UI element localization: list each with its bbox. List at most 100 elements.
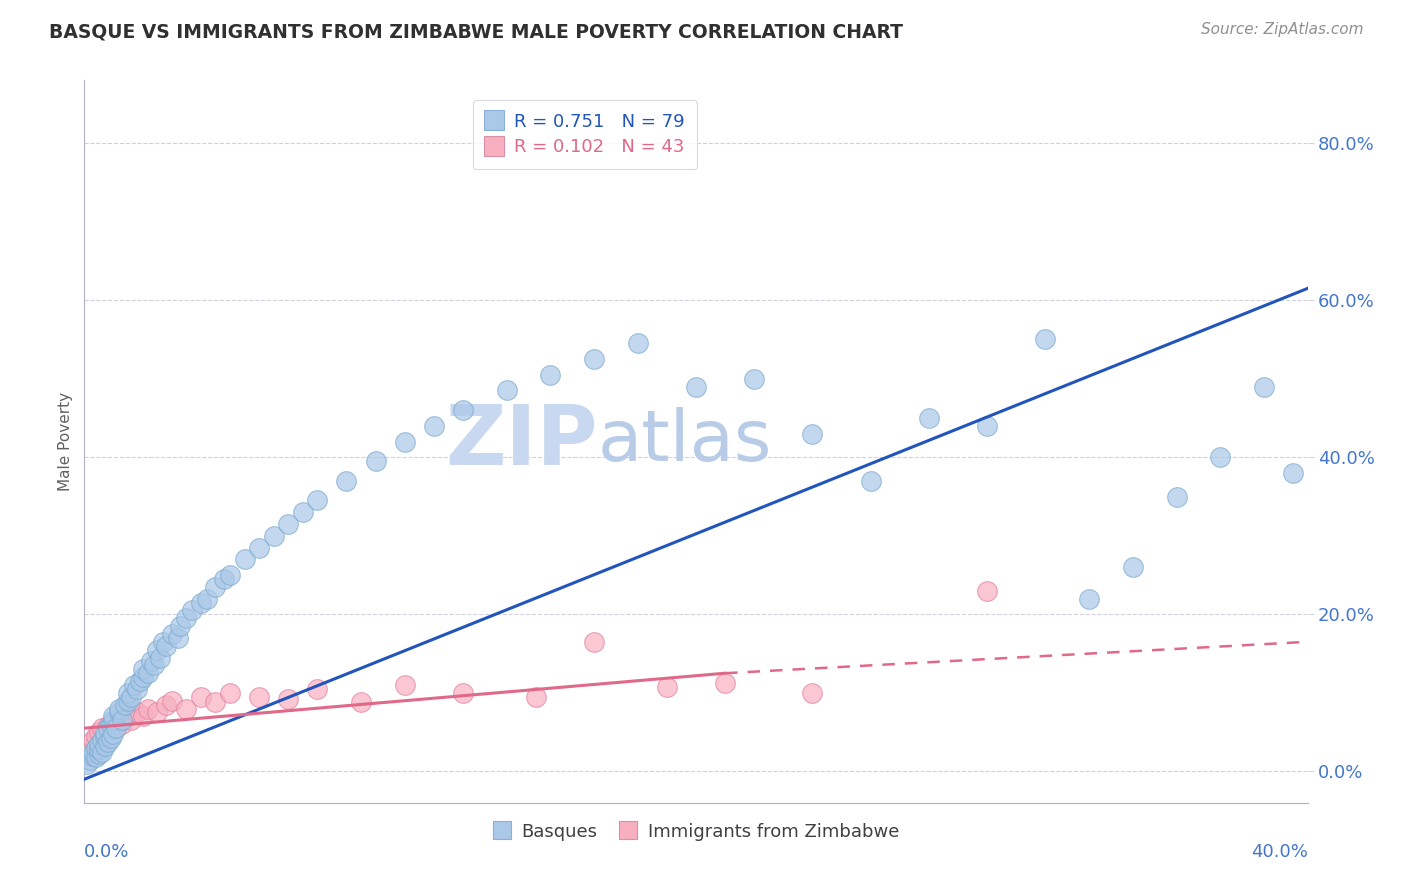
Point [524,690,547,704]
Text: ZIP: ZIP [446,401,598,482]
Point [155,698,177,712]
Point [117,686,139,700]
Point [1166,490,1188,504]
Point [146,706,169,720]
Point [97,734,120,748]
Point [190,690,212,704]
Text: 40.0%: 40.0% [1251,843,1308,861]
Point [1253,379,1275,393]
Point [79,753,101,767]
Point [97,721,120,735]
Point [627,336,650,351]
Point [111,714,134,728]
Point [103,709,125,723]
Text: Source: ZipAtlas.com: Source: ZipAtlas.com [1201,22,1364,37]
Point [152,635,174,649]
Y-axis label: Male Poverty: Male Poverty [58,392,73,491]
Point [204,695,226,709]
Point [976,418,998,433]
Point [169,619,191,633]
Point [100,723,122,738]
Point [128,674,150,689]
Point [364,454,387,468]
Point [174,701,197,715]
Point [495,384,517,398]
Point [219,568,242,582]
Point [394,678,416,692]
Point [117,709,139,723]
Point [1209,450,1232,465]
Text: atlas: atlas [598,407,772,476]
Point [87,737,110,751]
Point [97,719,120,733]
Point [138,666,160,681]
Point [801,426,824,441]
Point [714,676,737,690]
Point [105,721,128,735]
Point [1035,333,1057,347]
Point [181,603,204,617]
Legend: Basques, Immigrants from Zimbabwe: Basques, Immigrants from Zimbabwe [485,815,907,848]
Point [125,706,148,720]
Point [84,742,107,756]
Point [277,516,299,531]
Point [131,662,153,676]
Point [90,745,112,759]
Point [108,701,131,715]
Point [1282,466,1305,480]
Point [160,694,183,708]
Point [103,714,125,728]
Point [149,650,172,665]
Point [307,681,329,696]
Point [82,733,104,747]
Point [976,583,998,598]
Point [76,748,98,763]
Point [655,680,678,694]
Point [801,686,824,700]
Point [131,670,153,684]
Point [307,493,329,508]
Point [291,505,314,519]
Point [335,474,357,488]
Point [195,591,218,606]
Point [146,642,169,657]
Point [87,739,110,754]
Point [103,717,125,731]
Point [125,681,148,696]
Point [84,750,107,764]
Point [190,595,212,609]
Point [87,742,110,756]
Point [84,740,107,755]
Point [122,678,145,692]
Text: BASQUE VS IMMIGRANTS FROM ZIMBABWE MALE POVERTY CORRELATION CHART: BASQUE VS IMMIGRANTS FROM ZIMBABWE MALE … [49,22,903,41]
Point [100,717,122,731]
Point [143,658,166,673]
Point [451,686,474,700]
Point [82,747,104,761]
Point [117,694,139,708]
Point [93,739,115,754]
Point [212,572,235,586]
Point [166,631,188,645]
Point [583,352,606,367]
Point [120,714,142,728]
Point [100,731,122,746]
Point [451,403,474,417]
Point [90,721,112,735]
Point [87,747,110,761]
Point [93,729,115,743]
Point [97,727,120,741]
Point [105,721,128,735]
Point [263,529,285,543]
Point [583,635,606,649]
Point [204,580,226,594]
Point [114,698,136,712]
Point [82,748,104,763]
Point [233,552,256,566]
Point [87,725,110,739]
Point [90,734,112,748]
Point [131,709,153,723]
Point [155,639,177,653]
Point [742,372,765,386]
Text: 0.0%: 0.0% [84,843,129,861]
